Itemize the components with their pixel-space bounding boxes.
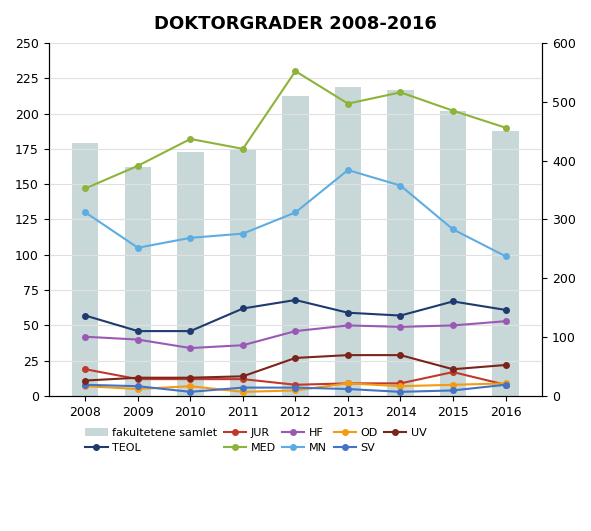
MN <box>449 226 456 233</box>
SV <box>134 383 141 389</box>
MED <box>239 145 246 152</box>
Title: DOKTORGRADER 2008-2016: DOKTORGRADER 2008-2016 <box>154 15 437 33</box>
UV <box>292 355 299 361</box>
Line: UV: UV <box>83 353 508 383</box>
HF <box>397 324 404 330</box>
Bar <box>230 149 256 396</box>
Line: HF: HF <box>83 319 508 351</box>
SV <box>345 386 352 392</box>
MN <box>134 245 141 251</box>
TEOL <box>292 297 299 303</box>
UV <box>502 362 509 368</box>
HF <box>187 345 194 351</box>
SV <box>449 387 456 393</box>
HF <box>82 333 89 340</box>
JUR <box>397 380 404 387</box>
UV <box>345 352 352 358</box>
Line: MED: MED <box>83 68 508 191</box>
JUR <box>82 366 89 372</box>
MN <box>187 235 194 241</box>
Line: SV: SV <box>83 382 508 395</box>
OD <box>449 382 456 388</box>
MED <box>345 100 352 107</box>
MN <box>82 209 89 216</box>
TEOL <box>187 328 194 335</box>
OD <box>187 383 194 389</box>
Line: JUR: JUR <box>83 366 508 388</box>
HF <box>345 322 352 329</box>
TEOL <box>345 310 352 316</box>
OD <box>82 383 89 389</box>
UV <box>82 378 89 384</box>
JUR <box>187 376 194 382</box>
JUR <box>345 380 352 387</box>
UV <box>134 374 141 381</box>
SV <box>502 382 509 388</box>
Line: MN: MN <box>83 167 508 259</box>
OD <box>134 386 141 392</box>
TEOL <box>397 312 404 319</box>
Bar <box>492 131 519 396</box>
HF <box>449 322 456 329</box>
HF <box>292 328 299 335</box>
JUR <box>134 376 141 382</box>
Bar <box>440 110 466 396</box>
HF <box>134 336 141 342</box>
HF <box>502 318 509 324</box>
TEOL <box>134 328 141 335</box>
Legend: fakultetene samlet, TEOL, JUR, MED, HF, MN, OD, SV, UV: fakultetene samlet, TEOL, JUR, MED, HF, … <box>81 423 431 458</box>
MN <box>345 167 352 173</box>
JUR <box>292 382 299 388</box>
Bar <box>282 96 309 396</box>
MN <box>292 209 299 216</box>
SV <box>82 382 89 388</box>
MED <box>187 136 194 142</box>
Bar <box>335 87 361 396</box>
MED <box>397 89 404 96</box>
MN <box>502 253 509 260</box>
Bar <box>177 152 203 396</box>
OD <box>502 380 509 387</box>
Bar <box>125 167 151 396</box>
SV <box>292 384 299 391</box>
TEOL <box>239 305 246 312</box>
MED <box>292 68 299 74</box>
UV <box>397 352 404 358</box>
OD <box>345 380 352 387</box>
UV <box>239 373 246 380</box>
Bar <box>72 143 99 396</box>
MN <box>397 182 404 189</box>
HF <box>239 342 246 348</box>
Line: OD: OD <box>83 381 508 395</box>
UV <box>187 374 194 381</box>
JUR <box>502 382 509 388</box>
MED <box>82 185 89 192</box>
SV <box>239 384 246 391</box>
OD <box>397 383 404 389</box>
MED <box>502 124 509 131</box>
MED <box>449 107 456 114</box>
SV <box>397 389 404 395</box>
OD <box>292 387 299 393</box>
TEOL <box>502 307 509 313</box>
JUR <box>239 376 246 382</box>
OD <box>239 389 246 395</box>
MED <box>134 162 141 169</box>
JUR <box>449 369 456 375</box>
UV <box>449 366 456 372</box>
Bar <box>387 90 414 396</box>
TEOL <box>82 312 89 319</box>
Line: TEOL: TEOL <box>83 297 508 334</box>
TEOL <box>449 298 456 305</box>
SV <box>187 389 194 395</box>
MN <box>239 230 246 237</box>
